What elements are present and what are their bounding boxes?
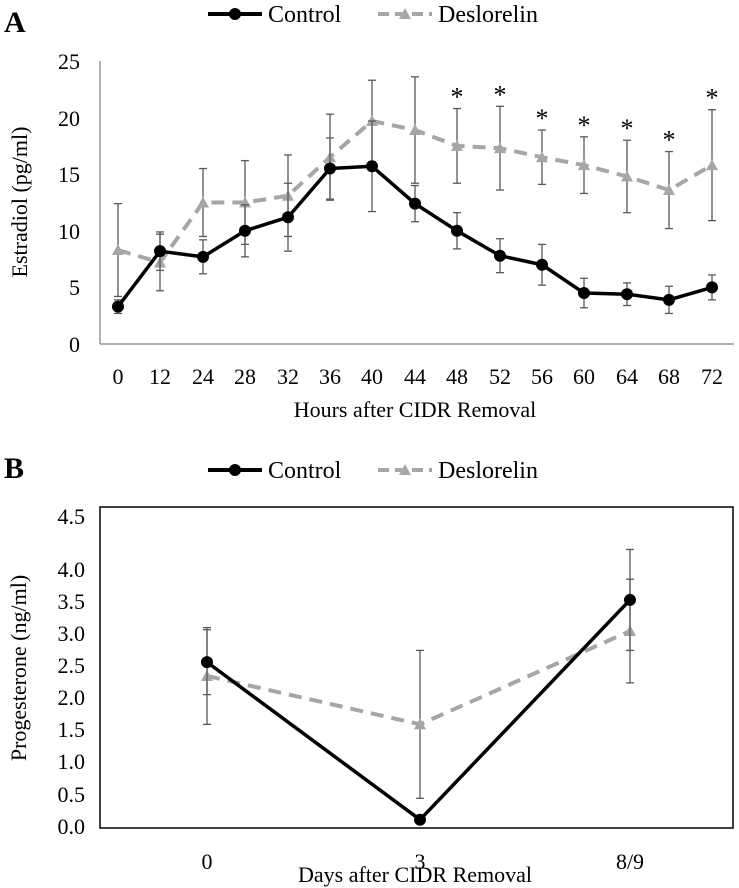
significance-asterisk: *	[621, 114, 634, 143]
x-tick-label: 56	[531, 364, 553, 389]
data-point-deslorelin	[706, 159, 718, 171]
panel-b-plot-frame	[99, 506, 734, 829]
x-tick-label: 36	[319, 364, 341, 389]
data-point-control	[414, 813, 426, 826]
x-tick-label: 60	[573, 364, 595, 389]
panel-b-y-ticks: 0.0 0.5 1.0 1.5 2.0 2.5 3.0 3.5 4.0 4.5	[58, 504, 86, 839]
data-point-deslorelin	[578, 159, 590, 171]
y-tick-label: 2.0	[58, 685, 86, 710]
data-point-deslorelin	[621, 170, 633, 182]
legend-deslorelin-marker	[399, 8, 411, 19]
data-point-deslorelin	[494, 142, 506, 154]
panel-b-x-ticks: 0 3 8/9	[202, 849, 645, 874]
x-tick-label: 40	[361, 364, 383, 389]
panel-a-plot-area: * * * * * * *	[112, 76, 719, 315]
x-tick-label: 28	[234, 364, 256, 389]
y-tick-label: 2.5	[58, 653, 86, 678]
panel-a-label: A	[4, 6, 26, 39]
legend-control-label: Control	[268, 458, 342, 484]
panel-b-plot-area	[201, 548, 636, 826]
x-tick-label: 8/9	[616, 849, 644, 874]
panel-a-y-axis-title: Estradiol (pg/ml)	[7, 127, 32, 278]
x-tick-label: 32	[277, 364, 299, 389]
y-tick-label: 4.5	[58, 504, 86, 529]
panel-a-x-ticks: 0 12 24 28 32 36 40 44 48 52 56 60 64 68…	[113, 364, 724, 389]
panel-a-y-ticks: 0 5 10 15 20 25	[58, 49, 80, 357]
y-tick-label: 4.0	[58, 557, 86, 582]
data-point-control	[451, 224, 463, 237]
data-point-control	[624, 593, 636, 606]
legend-control-label: Control	[268, 2, 342, 28]
panel-a: A Control Deslorelin Estradiol (pg/ml) H…	[4, 2, 734, 422]
data-point-control	[706, 281, 718, 294]
significance-asterisk: *	[706, 84, 719, 113]
data-point-control	[154, 245, 166, 258]
significance-asterisk: *	[536, 104, 549, 133]
data-point-control	[112, 300, 124, 313]
data-point-control	[239, 224, 251, 237]
significance-asterisk: *	[578, 111, 591, 140]
legend-control-marker	[229, 8, 241, 20]
panel-b-label: B	[4, 452, 24, 485]
data-point-deslorelin	[451, 139, 463, 151]
data-point-control	[282, 211, 294, 224]
data-point-deslorelin	[536, 151, 548, 163]
data-point-control	[663, 293, 675, 306]
x-tick-label: 72	[701, 364, 723, 389]
y-tick-label: 1.5	[58, 717, 86, 742]
y-tick-label: 3.0	[58, 621, 86, 646]
y-tick-label: 3.5	[58, 589, 86, 614]
x-tick-label: 3	[415, 849, 426, 874]
y-tick-label: 10	[58, 219, 80, 244]
panel-a-legend: Control Deslorelin	[208, 2, 538, 28]
data-point-deslorelin	[197, 196, 209, 208]
y-tick-label: 0	[69, 332, 80, 357]
x-tick-label: 48	[446, 364, 468, 389]
panel-a-x-axis-title: Hours after CIDR Removal	[294, 397, 537, 422]
data-point-control	[201, 656, 213, 669]
legend-deslorelin-marker	[399, 464, 411, 475]
data-point-control	[197, 250, 209, 263]
data-point-control	[324, 162, 336, 175]
panel-b-x-axis-title: Days after CIDR Removal	[298, 862, 532, 887]
panel-b: B Control Deslorelin Progesterone (ng/ml…	[4, 452, 734, 887]
legend-deslorelin-label: Deslorelin	[438, 458, 538, 484]
x-tick-label: 24	[192, 364, 214, 389]
y-tick-label: 20	[58, 106, 80, 131]
x-tick-label: 0	[202, 849, 213, 874]
x-tick-label: 64	[616, 364, 638, 389]
significance-asterisk: *	[451, 83, 464, 112]
data-point-control	[536, 258, 548, 271]
data-point-control	[366, 160, 378, 173]
data-point-deslorelin	[663, 184, 675, 196]
y-tick-label: 25	[58, 49, 80, 74]
data-point-deslorelin	[414, 718, 426, 730]
data-point-control	[409, 197, 421, 210]
series-line-control	[205, 598, 632, 822]
x-tick-label: 12	[149, 364, 171, 389]
data-point-deslorelin	[112, 244, 124, 256]
data-point-deslorelin	[409, 124, 421, 136]
panel-b-legend: Control Deslorelin	[208, 458, 538, 484]
y-tick-label: 15	[58, 162, 80, 187]
significance-asterisk: *	[494, 80, 507, 109]
panel-b-y-axis-title: Progesterone (ng/ml)	[6, 575, 31, 761]
x-tick-label: 44	[404, 364, 426, 389]
legend-deslorelin-label: Deslorelin	[438, 2, 538, 28]
y-tick-label: 0.0	[58, 814, 86, 839]
significance-asterisk: *	[663, 126, 676, 155]
data-point-control	[494, 249, 506, 262]
data-point-control	[621, 288, 633, 301]
x-tick-label: 52	[489, 364, 511, 389]
legend-control-marker	[229, 464, 241, 476]
y-tick-label: 0.5	[58, 782, 86, 807]
y-tick-label: 1.0	[58, 749, 86, 774]
x-tick-label: 68	[658, 364, 680, 389]
y-tick-label: 5	[69, 275, 80, 300]
data-point-control	[578, 287, 590, 300]
x-tick-label: 0	[113, 364, 124, 389]
